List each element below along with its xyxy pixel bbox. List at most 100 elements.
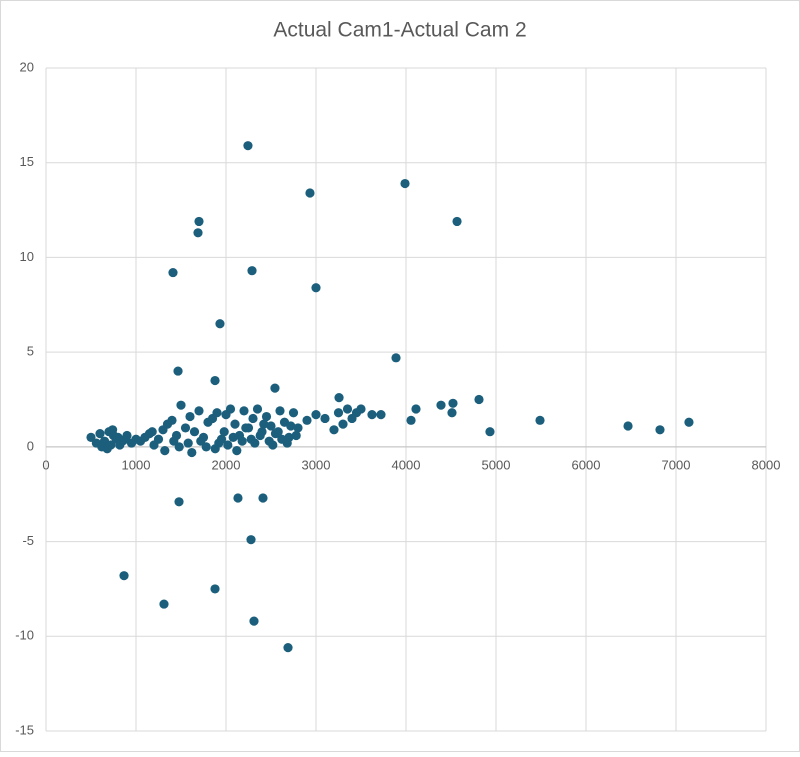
point xyxy=(239,406,249,416)
point xyxy=(406,415,416,425)
point xyxy=(120,434,130,444)
point xyxy=(147,427,157,437)
x-tick-label: 0 xyxy=(42,457,49,472)
y-tick-label: 20 xyxy=(20,59,34,74)
y-tick-label: 5 xyxy=(27,344,34,359)
x-tick-label: 1000 xyxy=(122,457,151,472)
point xyxy=(391,353,401,363)
x-tick-label: 3000 xyxy=(302,457,331,472)
point xyxy=(248,413,258,424)
point xyxy=(233,493,243,503)
point xyxy=(119,571,129,581)
point xyxy=(189,427,200,437)
y-tick-label: -15 xyxy=(15,722,34,737)
point xyxy=(436,400,446,410)
point xyxy=(241,423,251,433)
point xyxy=(223,440,233,450)
point xyxy=(194,216,204,227)
point xyxy=(225,404,236,414)
point xyxy=(250,438,260,448)
point xyxy=(376,410,386,420)
point xyxy=(485,427,495,437)
x-tick-label: 6000 xyxy=(572,457,601,472)
point xyxy=(95,428,105,439)
point xyxy=(452,216,462,227)
point xyxy=(623,421,633,431)
y-tick-label: 15 xyxy=(20,154,34,169)
y-tick-label: -5 xyxy=(22,533,34,548)
point xyxy=(249,616,259,626)
point xyxy=(174,442,184,452)
point xyxy=(305,188,315,198)
point xyxy=(356,404,366,414)
point xyxy=(342,404,353,414)
point xyxy=(329,425,339,435)
point xyxy=(243,141,253,151)
point xyxy=(259,419,269,429)
point xyxy=(228,432,238,442)
point xyxy=(176,400,186,410)
point xyxy=(159,599,169,609)
point xyxy=(447,408,457,418)
point xyxy=(232,446,242,456)
point xyxy=(215,319,225,329)
point xyxy=(185,411,195,422)
y-tick-label: 10 xyxy=(20,249,34,264)
point xyxy=(261,411,272,422)
point xyxy=(367,410,377,420)
point xyxy=(311,410,321,420)
point xyxy=(246,535,256,545)
point xyxy=(273,427,283,437)
point xyxy=(270,383,280,393)
point xyxy=(201,442,211,452)
point xyxy=(411,404,421,414)
point xyxy=(167,415,177,425)
point xyxy=(174,497,184,507)
point xyxy=(212,408,222,418)
point xyxy=(333,408,344,418)
point xyxy=(258,493,268,503)
point xyxy=(160,446,170,456)
chart-title: Actual Cam1-Actual Cam 2 xyxy=(273,19,526,42)
point xyxy=(210,584,220,594)
point xyxy=(266,421,276,431)
point xyxy=(193,228,203,238)
x-tick-label: 7000 xyxy=(662,457,691,472)
point xyxy=(311,283,321,293)
x-tick-label: 4000 xyxy=(392,457,421,472)
point xyxy=(108,425,118,435)
point xyxy=(338,419,348,429)
point xyxy=(230,419,240,429)
y-tick-label: -10 xyxy=(15,628,34,643)
point xyxy=(153,434,164,444)
point xyxy=(291,430,301,441)
point xyxy=(535,415,545,425)
point xyxy=(173,366,183,376)
point xyxy=(194,406,204,416)
point xyxy=(293,423,303,433)
x-tick-label: 8000 xyxy=(752,457,781,472)
x-tick-label: 2000 xyxy=(212,457,241,472)
point xyxy=(320,413,330,424)
x-tick-label: 5000 xyxy=(482,457,511,472)
point xyxy=(255,430,265,441)
point xyxy=(400,178,410,189)
y-tick-label: 0 xyxy=(27,438,34,453)
point xyxy=(247,266,257,276)
point xyxy=(474,394,484,405)
point xyxy=(302,415,312,425)
point xyxy=(102,444,112,454)
point xyxy=(275,406,285,416)
point xyxy=(214,438,224,448)
point xyxy=(168,267,178,278)
point xyxy=(334,393,344,403)
point xyxy=(237,436,247,446)
point xyxy=(268,440,278,450)
point xyxy=(286,421,296,431)
point xyxy=(210,375,220,386)
point xyxy=(183,438,193,448)
point xyxy=(283,643,293,653)
point xyxy=(180,423,191,433)
